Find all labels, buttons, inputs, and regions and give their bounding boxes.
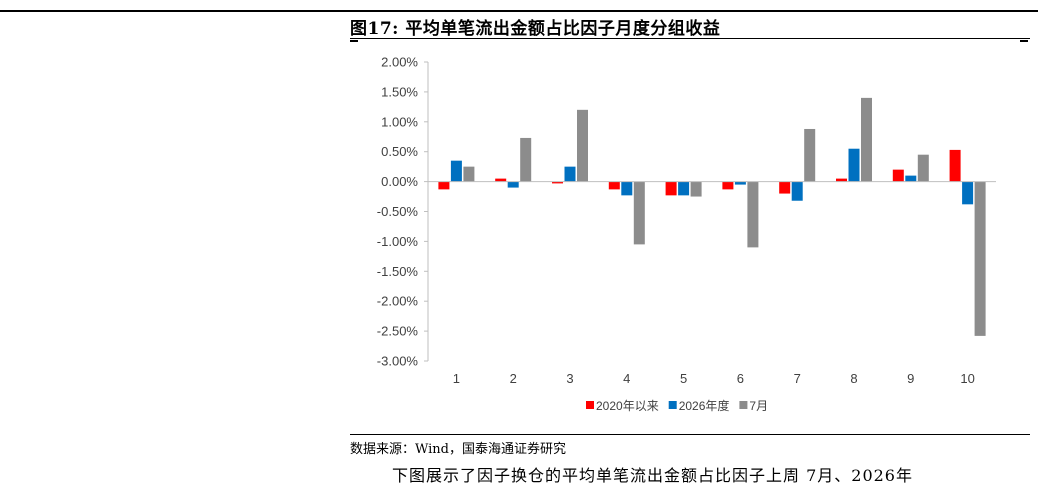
bar-series-2-cat-2 (507, 181, 519, 188)
y-tick-label: -2.50% (377, 324, 419, 339)
legend-swatch-3 (739, 401, 748, 409)
bar-series-1-cat-5 (665, 181, 677, 196)
bar-series-1-cat-8 (836, 178, 847, 182)
x-tick-label: 4 (623, 371, 630, 386)
bar-series-3-cat-7 (804, 128, 816, 182)
x-tick-label: 6 (737, 371, 744, 386)
x-tick-label: 10 (960, 371, 974, 386)
bar-series-1-cat-1 (438, 181, 450, 190)
top-page-rule (0, 10, 1038, 12)
x-tick-label: 9 (907, 371, 914, 386)
bar-series-3-cat-5 (690, 181, 702, 197)
x-tick-label: 8 (850, 371, 857, 386)
bar-series-1-cat-3 (552, 181, 563, 184)
bar-series-1-cat-4 (608, 181, 620, 190)
bar-series-2-cat-7 (791, 181, 803, 201)
bar-series-1-cat-7 (779, 181, 791, 194)
legend-swatch-2 (668, 401, 677, 409)
bottom-rule (350, 434, 1030, 435)
y-tick-label: 2.00% (381, 55, 418, 70)
y-tick-label: 0.00% (381, 174, 418, 189)
bar-series-3-cat-8 (861, 97, 872, 182)
bar-series-2-cat-1 (450, 160, 462, 182)
legend-swatch-1 (586, 401, 594, 409)
bars (438, 97, 986, 336)
x-axis: 1 2 3 4 5 6 7 8 9 10 (428, 181, 996, 386)
bar-series-2-cat-8 (848, 148, 860, 182)
bar-series-3-cat-1 (463, 166, 475, 182)
bar-series-2-cat-10 (962, 181, 974, 205)
bar-series-3-cat-3 (577, 109, 588, 182)
x-tick-label: 1 (453, 371, 460, 386)
bar-series-1-cat-6 (722, 181, 734, 190)
bar-series-2-cat-3 (564, 166, 576, 182)
body-text-cutoff: 下图展示了因子换仓的平均单笔流出金额占比因子上周 7月、2026年 (392, 466, 913, 485)
bar-series-1-cat-9 (892, 169, 904, 182)
y-tick-label: -1.00% (377, 234, 419, 249)
y-tick-label: 1.50% (381, 84, 418, 99)
bar-series-3-cat-9 (917, 154, 929, 182)
bar-series-3-cat-2 (520, 137, 532, 182)
bar-series-3-cat-6 (747, 181, 759, 248)
x-tick-label: 7 (794, 371, 801, 386)
bar-series-2-cat-5 (678, 181, 690, 196)
bar-series-2-cat-6 (734, 181, 746, 185)
y-tick-label: 1.00% (381, 114, 418, 129)
bar-series-3-cat-4 (633, 181, 645, 245)
bar-series-2-cat-4 (621, 181, 633, 196)
top-left-tick (350, 40, 358, 42)
bar-series-1-cat-10 (949, 149, 961, 182)
title-underline (350, 38, 1030, 39)
y-tick-label: -3.00% (377, 354, 419, 369)
legend-label-1: 2020年以来 (596, 399, 659, 413)
bar-series-3-cat-10 (974, 181, 986, 336)
x-tick-label: 5 (680, 371, 687, 386)
y-tick-label: -0.50% (377, 204, 419, 219)
top-right-tick (1020, 40, 1028, 42)
y-tick-label: -1.50% (377, 264, 419, 279)
y-axis: 2.00% 1.50% 1.00% 0.50% 0.00% -0.50% -1.00% -1.… (377, 55, 429, 369)
bar-series-2-cat-9 (905, 175, 917, 182)
bar-series-1-cat-2 (495, 178, 507, 182)
x-tick-label: 3 (566, 371, 573, 386)
y-tick-label: 0.50% (381, 144, 418, 159)
x-tick-label: 2 (510, 371, 517, 386)
legend-label-2: 2026年度 (679, 398, 730, 413)
y-tick-label: -2.00% (377, 294, 419, 309)
legend-label-3: 7月 (749, 399, 768, 413)
legend: 2020年以来 2026年度 7月 (586, 398, 768, 413)
source-note: 数据来源：Wind，国泰海通证券研究 (350, 442, 566, 457)
figure-title: 图17: 平均单笔流出金额占比因子月度分组收益 (350, 19, 721, 39)
bar-chart: 2.00% 1.50% 1.00% 0.50% 0.00% -0.50% -1.00% -1.… (377, 55, 996, 413)
